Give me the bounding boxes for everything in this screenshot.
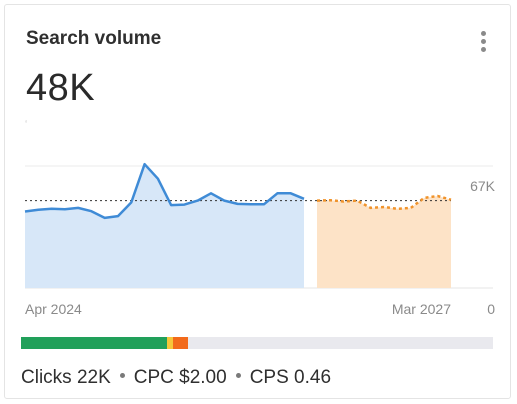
small-trend-mark: ‘: [25, 119, 28, 130]
x-start-label: Apr 2024: [25, 301, 82, 317]
historical-line: [24, 162, 305, 220]
forecast-area: [317, 196, 451, 288]
separator-dot: [119, 373, 125, 379]
search-volume-value: 48K: [26, 67, 96, 109]
cps-metric: CPS 0.46: [249, 367, 332, 388]
x-end-label: Mar 2027: [392, 301, 451, 317]
distribution-segment-minor: [167, 337, 173, 349]
more-options-icon[interactable]: [475, 29, 493, 55]
distribution-segment-organic: [21, 337, 168, 349]
cpc-metric: CPC $2.00: [133, 367, 227, 388]
distribution-segment-rest: [188, 337, 493, 349]
click-distribution-bar: [21, 337, 493, 349]
y-min-label: 0: [487, 301, 495, 317]
clicks-metric: Clicks 22K: [21, 367, 111, 388]
forecast-line: [316, 194, 452, 211]
distribution-segment-paid: [172, 337, 189, 349]
metrics-row: Clicks 22K CPC $2.00 CPS 0.46: [21, 367, 331, 389]
historical-area: [25, 164, 304, 288]
y-max-label: 67K: [470, 178, 496, 194]
card-title: Search volume: [26, 28, 162, 49]
separator-dot: [235, 373, 241, 379]
